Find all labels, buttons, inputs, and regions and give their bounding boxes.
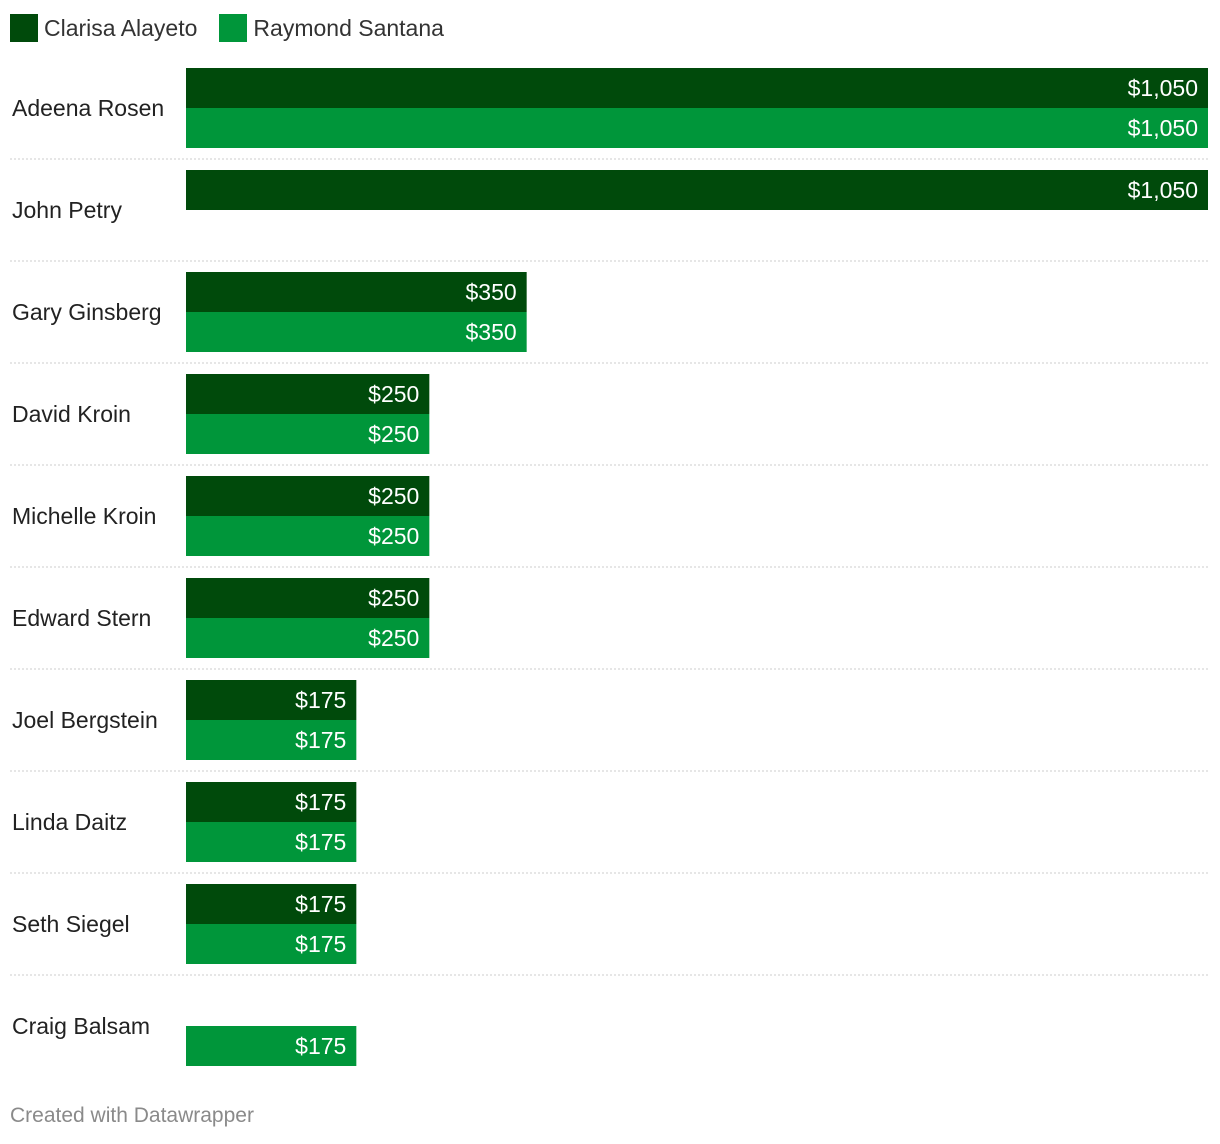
value-label-raymond-santana-joel-bergstein: $175: [295, 727, 346, 753]
legend-item-clarisa-alayeto: Clarisa Alayeto: [10, 14, 197, 42]
category-label-adeena-rosen: Adeena Rosen: [12, 95, 164, 121]
legend-swatch-clarisa-alayeto: [10, 14, 38, 42]
bar-clarisa-alayeto-edward-stern: [186, 578, 430, 618]
bar-clarisa-alayeto-linda-daitz: [186, 782, 357, 822]
category-label-joel-bergstein: Joel Bergstein: [12, 707, 158, 733]
value-label-clarisa-alayeto-john-petry: $1,050: [1128, 177, 1198, 203]
value-label-raymond-santana-linda-daitz: $175: [295, 829, 346, 855]
value-label-clarisa-alayeto-michelle-kroin: $250: [368, 483, 419, 509]
bar-raymond-santana-david-kroin: [186, 414, 430, 454]
value-label-clarisa-alayeto-linda-daitz: $175: [295, 789, 346, 815]
value-label-clarisa-alayeto-david-kroin: $250: [368, 381, 419, 407]
bar-raymond-santana-craig-balsam: [186, 1026, 357, 1066]
value-label-raymond-santana-adeena-rosen: $1,050: [1128, 115, 1198, 141]
category-label-michelle-kroin: Michelle Kroin: [12, 503, 156, 529]
bar-raymond-santana-seth-siegel: [186, 924, 357, 964]
value-label-clarisa-alayeto-edward-stern: $250: [368, 585, 419, 611]
category-label-edward-stern: Edward Stern: [12, 605, 151, 631]
category-label-john-petry: John Petry: [12, 197, 122, 223]
value-label-clarisa-alayeto-gary-ginsberg: $350: [465, 279, 516, 305]
category-label-gary-ginsberg: Gary Ginsberg: [12, 299, 162, 325]
bar-clarisa-alayeto-seth-siegel: [186, 884, 357, 924]
bar-clarisa-alayeto-adeena-rosen: [186, 68, 1208, 108]
value-label-clarisa-alayeto-joel-bergstein: $175: [295, 687, 346, 713]
legend-swatch-raymond-santana: [219, 14, 248, 42]
bar-clarisa-alayeto-david-kroin: [186, 374, 430, 414]
value-label-raymond-santana-craig-balsam: $175: [295, 1033, 346, 1059]
bar-raymond-santana-joel-bergstein: [186, 720, 357, 760]
bar-clarisa-alayeto-gary-ginsberg: [186, 272, 527, 312]
value-label-raymond-santana-seth-siegel: $175: [295, 931, 346, 957]
bar-raymond-santana-gary-ginsberg: [186, 312, 527, 352]
footer-credit: Created with Datawrapper: [10, 1104, 254, 1127]
legend-label-raymond-santana: Raymond Santana: [253, 14, 444, 41]
bar-clarisa-alayeto-michelle-kroin: [186, 476, 430, 516]
value-label-clarisa-alayeto-seth-siegel: $175: [295, 891, 346, 917]
chart-legend: Clarisa Alayeto Raymond Santana: [10, 12, 466, 44]
value-label-raymond-santana-michelle-kroin: $250: [368, 523, 419, 549]
bar-clarisa-alayeto-john-petry: [186, 170, 1208, 210]
category-label-craig-balsam: Craig Balsam: [12, 1013, 150, 1039]
legend-item-raymond-santana: Raymond Santana: [219, 14, 444, 42]
category-label-david-kroin: David Kroin: [12, 401, 131, 427]
bar-clarisa-alayeto-joel-bergstein: [186, 680, 357, 720]
bar-raymond-santana-adeena-rosen: [186, 108, 1208, 148]
category-label-seth-siegel: Seth Siegel: [12, 911, 130, 937]
bar-raymond-santana-linda-daitz: [186, 822, 357, 862]
legend-label-clarisa-alayeto: Clarisa Alayeto: [44, 14, 198, 41]
bar-raymond-santana-michelle-kroin: [186, 516, 430, 556]
value-label-clarisa-alayeto-adeena-rosen: $1,050: [1128, 75, 1198, 101]
bar-raymond-santana-edward-stern: [186, 618, 430, 658]
value-label-raymond-santana-gary-ginsberg: $350: [465, 319, 516, 345]
value-label-raymond-santana-edward-stern: $250: [368, 625, 419, 651]
value-label-raymond-santana-david-kroin: $250: [368, 421, 419, 447]
category-label-linda-daitz: Linda Daitz: [12, 809, 127, 835]
